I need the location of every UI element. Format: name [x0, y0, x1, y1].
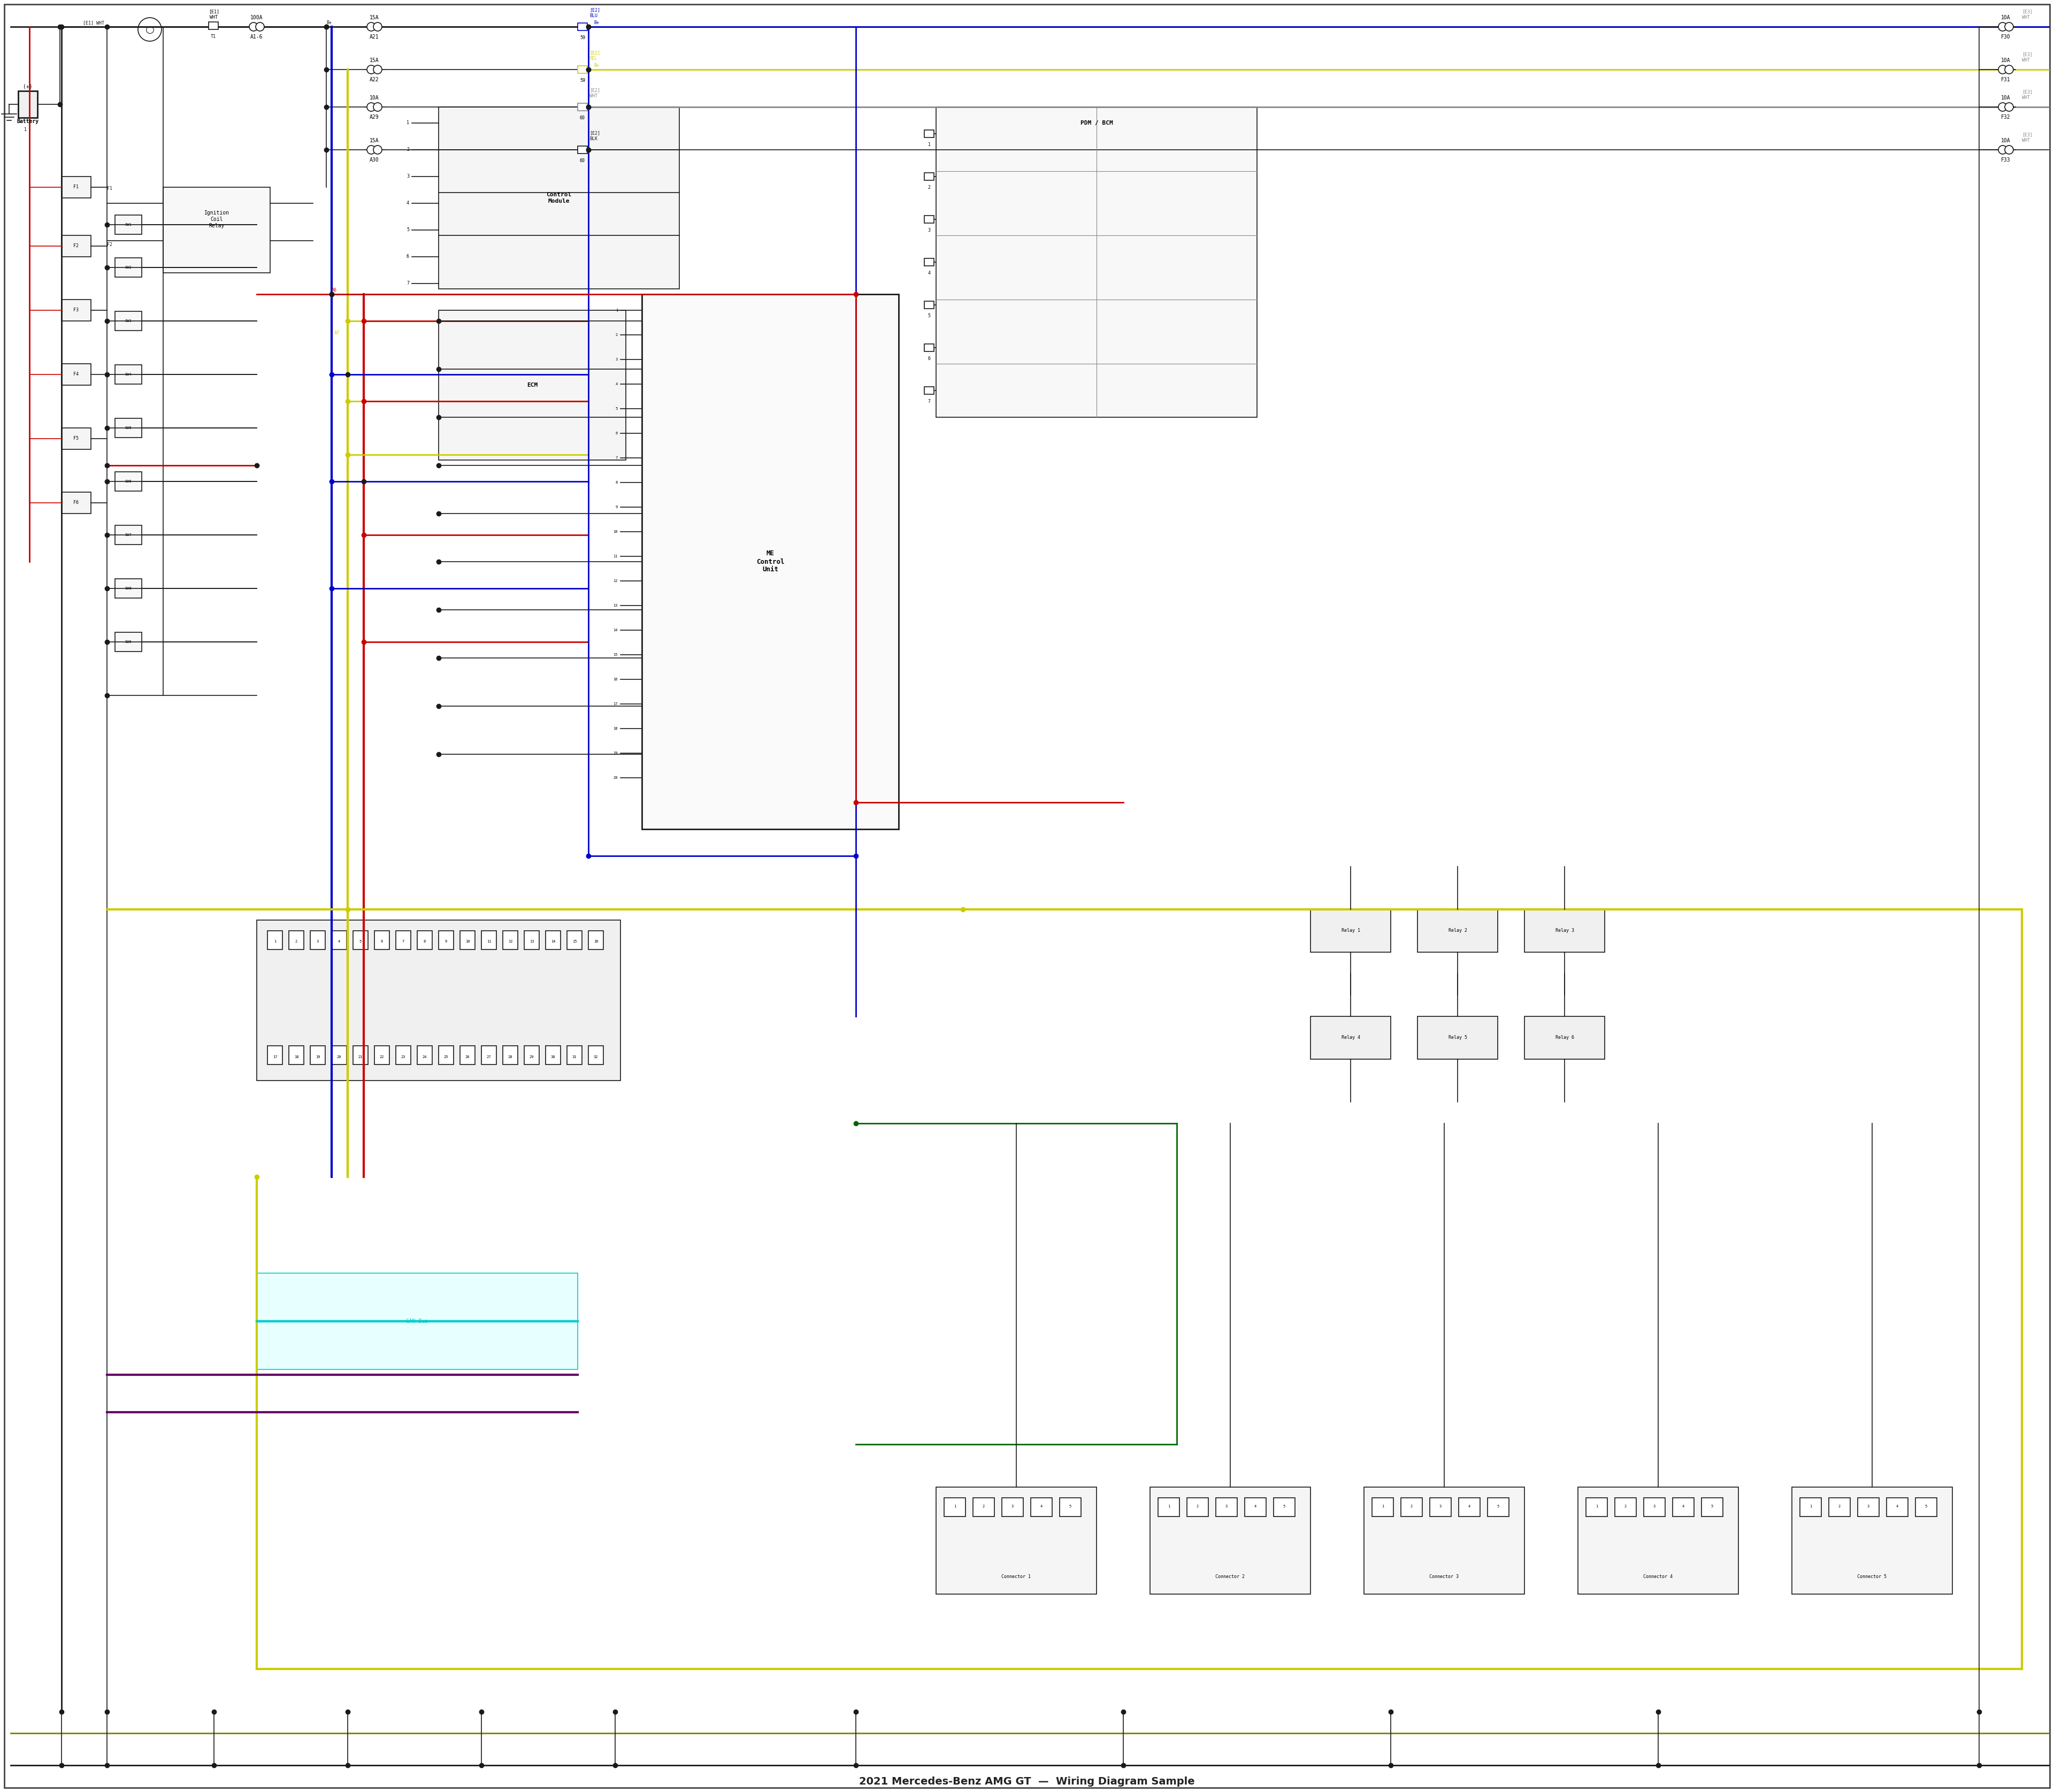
- Bar: [115, 525, 142, 545]
- Text: 1: 1: [1382, 1505, 1384, 1507]
- Bar: [1310, 1016, 1391, 1059]
- Text: 6: 6: [407, 254, 409, 260]
- Text: 60: 60: [579, 115, 585, 120]
- Text: 3: 3: [1867, 1505, 1869, 1507]
- Bar: [1187, 1498, 1208, 1516]
- Text: 1: 1: [1810, 1505, 1812, 1507]
- Bar: [587, 1047, 604, 1064]
- Bar: [1524, 1016, 1604, 1059]
- Text: A22: A22: [370, 77, 380, 82]
- Bar: [546, 930, 561, 950]
- Text: ECM: ECM: [526, 382, 538, 387]
- Text: 2: 2: [1411, 1505, 1413, 1507]
- Bar: [924, 172, 935, 181]
- Circle shape: [1999, 102, 2007, 111]
- Text: T1: T1: [212, 34, 216, 39]
- Text: 11: 11: [614, 556, 618, 557]
- Text: SW5: SW5: [125, 426, 131, 430]
- Text: 12: 12: [614, 579, 618, 582]
- Bar: [1273, 1498, 1294, 1516]
- Text: 17: 17: [614, 702, 618, 706]
- Circle shape: [374, 65, 382, 73]
- Bar: [503, 1047, 518, 1064]
- Text: 1: 1: [1167, 1505, 1171, 1507]
- Text: 59: 59: [579, 79, 585, 82]
- Text: CAN Bus: CAN Bus: [407, 1319, 427, 1324]
- Bar: [115, 471, 142, 491]
- Bar: [396, 930, 411, 950]
- Text: 60: 60: [579, 158, 585, 163]
- Bar: [353, 1047, 368, 1064]
- Bar: [503, 930, 518, 950]
- Text: Relay 1: Relay 1: [1341, 928, 1360, 934]
- Bar: [1886, 1498, 1908, 1516]
- Bar: [1916, 1498, 1937, 1516]
- Text: 3: 3: [616, 358, 618, 360]
- Text: 20: 20: [337, 1055, 341, 1059]
- Text: Control
Module: Control Module: [546, 192, 571, 204]
- Circle shape: [368, 145, 376, 154]
- Bar: [460, 930, 474, 950]
- Text: Relay 3: Relay 3: [1555, 928, 1573, 934]
- Text: ME
Control
Unit: ME Control Unit: [756, 550, 785, 573]
- Text: 10A: 10A: [2001, 14, 2011, 20]
- Text: 9: 9: [616, 505, 618, 509]
- Bar: [1158, 1498, 1179, 1516]
- Bar: [924, 215, 935, 222]
- Text: 59: 59: [579, 36, 585, 39]
- Bar: [115, 312, 142, 330]
- Bar: [524, 930, 538, 950]
- Text: 5: 5: [1711, 1505, 1713, 1507]
- Text: 15: 15: [573, 939, 577, 943]
- Bar: [162, 186, 271, 272]
- Bar: [1417, 1016, 1497, 1059]
- Bar: [524, 1047, 538, 1064]
- Bar: [257, 919, 620, 1081]
- Text: 5: 5: [1070, 1505, 1072, 1507]
- Text: [E2]
BLU: [E2] BLU: [589, 7, 600, 18]
- Text: 13: 13: [614, 604, 618, 607]
- Text: 4: 4: [339, 939, 341, 943]
- Text: F5: F5: [74, 435, 78, 441]
- Text: SW2: SW2: [125, 265, 131, 269]
- Bar: [62, 177, 90, 197]
- Bar: [331, 930, 347, 950]
- Text: Connector 1: Connector 1: [1002, 1575, 1031, 1579]
- Text: SW1: SW1: [125, 222, 131, 226]
- Text: 1: 1: [1596, 1505, 1598, 1507]
- Bar: [546, 1047, 561, 1064]
- Text: Connector 4: Connector 4: [1643, 1575, 1672, 1579]
- Text: B+: B+: [594, 63, 600, 68]
- Text: 1: 1: [407, 120, 409, 125]
- Bar: [440, 108, 680, 289]
- Text: 5: 5: [616, 407, 618, 410]
- Text: 14: 14: [614, 629, 618, 633]
- Text: 4: 4: [1039, 1505, 1043, 1507]
- Text: 5: 5: [1497, 1505, 1499, 1507]
- Text: 4: 4: [1255, 1505, 1257, 1507]
- Bar: [945, 1498, 965, 1516]
- Text: [E3]
WHT: [E3] WHT: [2021, 9, 2033, 20]
- Bar: [115, 366, 142, 383]
- Circle shape: [1999, 145, 2007, 154]
- Bar: [417, 1047, 431, 1064]
- Circle shape: [2005, 145, 2013, 154]
- Text: 25: 25: [444, 1055, 448, 1059]
- Text: 10A: 10A: [2001, 95, 2011, 100]
- Bar: [924, 131, 935, 138]
- Bar: [1401, 1498, 1421, 1516]
- Bar: [924, 258, 935, 265]
- Text: 4: 4: [928, 271, 930, 276]
- Text: F30: F30: [2001, 34, 2011, 39]
- Text: 1: 1: [953, 1505, 955, 1507]
- Text: 4: 4: [616, 382, 618, 385]
- Bar: [62, 364, 90, 385]
- Bar: [1791, 1487, 1953, 1595]
- Bar: [481, 1047, 497, 1064]
- Bar: [267, 930, 283, 950]
- Text: F1: F1: [107, 186, 113, 192]
- Bar: [210, 22, 218, 29]
- Text: F3: F3: [74, 308, 78, 312]
- Text: Relay 5: Relay 5: [1448, 1036, 1467, 1039]
- Bar: [310, 1047, 325, 1064]
